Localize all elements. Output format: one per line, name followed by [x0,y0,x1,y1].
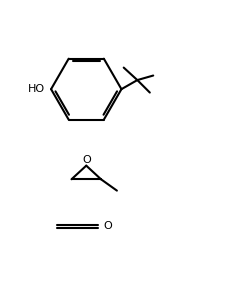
Text: O: O [103,221,112,231]
Text: O: O [82,155,91,165]
Text: HO: HO [28,84,45,94]
